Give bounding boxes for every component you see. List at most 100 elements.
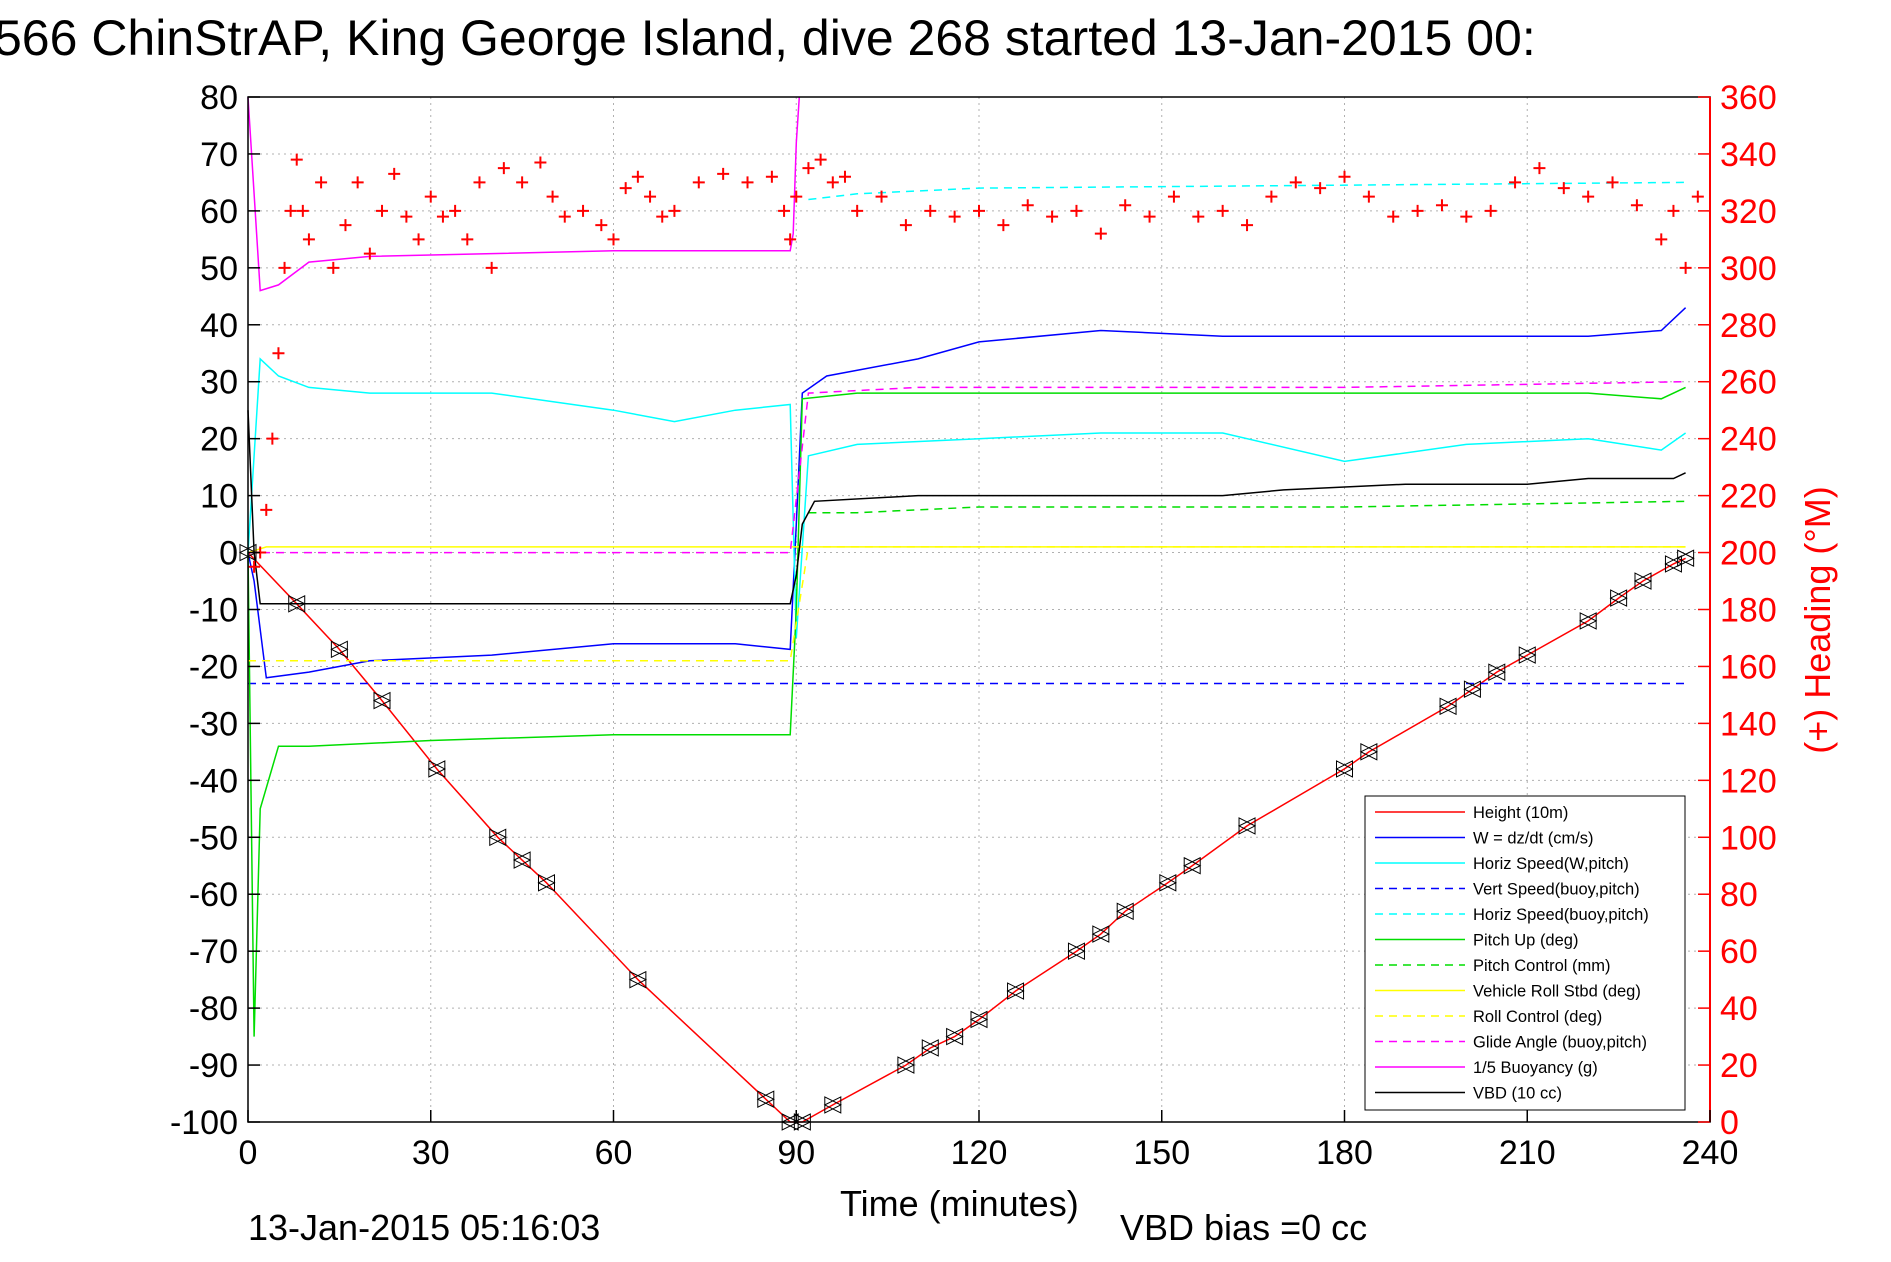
height-marker [1359,743,1378,761]
heading-point [449,204,462,217]
height-marker [921,1039,940,1057]
legend-label: Horiz Speed(buoy,pitch) [1473,906,1649,924]
heading-point [1289,176,1302,189]
x-tick-label: 90 [777,1134,815,1172]
y-tick-label: -20 [189,648,238,686]
y-tick-label: -70 [189,933,238,971]
heading-point [851,204,864,217]
heading-point [1143,210,1156,223]
y-tick-label: -50 [189,819,238,857]
y-tick-label: -60 [189,876,238,914]
legend-label: Pitch Control (mm) [1473,957,1611,975]
series-w-dz-dt-cm-s [247,307,1687,679]
heading-point [376,204,389,217]
height-marker [488,828,507,847]
heading-point [266,432,279,445]
height-marker [330,640,349,659]
heading-point [948,210,961,223]
y-right-tick-label: 60 [1720,933,1758,971]
y-right-tick-label: 0 [1720,1104,1739,1142]
height-marker [287,594,306,613]
legend-label: 1/5 Buoyancy (g) [1473,1059,1598,1077]
footer-note: VBD bias =0 cc [1120,1207,1367,1248]
y-tick-label: -40 [189,762,238,800]
y-tick-label: 30 [200,364,238,402]
heading-point [577,204,590,217]
heading-point [278,261,291,274]
height-marker [1006,982,1025,1000]
heading-point [1046,210,1059,223]
heading-point [290,153,303,166]
heading-point [546,190,559,203]
series-horiz-speed-w-pitch [247,357,1687,639]
series-layer [238,96,1704,1131]
height-marker [1067,942,1086,960]
y-right-tick-label: 280 [1720,307,1777,345]
heading-point [1533,162,1546,175]
x-tick-label: 150 [1133,1134,1190,1172]
y-tick-label: 50 [200,250,238,288]
y-tick-label: -90 [189,1047,238,1085]
heading-point [1435,199,1448,212]
legend-label: Vehicle Roll Stbd (deg) [1473,983,1641,1001]
legend-label: Horiz Speed(W,pitch) [1473,855,1629,873]
heading-point [1338,170,1351,183]
height-marker [537,874,556,892]
heading-point [1241,219,1254,232]
legend-box [1364,795,1686,1111]
height-marker [1335,760,1354,778]
heading-point [1691,190,1704,203]
y-right-tick-label: 220 [1720,478,1777,516]
heading-point [351,176,364,189]
heading-point [558,210,571,223]
legend-label: Height (10m) [1473,804,1568,822]
y-right-tick-label: 40 [1720,990,1758,1028]
height-marker [513,851,532,869]
series-glide-angle-buoy-pitch [248,380,1686,554]
heading-point [424,190,437,203]
heading-point [1509,176,1522,189]
height-marker [896,1056,916,1074]
heading-point [534,156,547,169]
heading-point [400,210,413,223]
y-tick-label: 40 [200,307,238,345]
heading-point [461,233,474,246]
heading-point [784,233,797,246]
height-marker [1091,925,1110,943]
x-tick-label: 240 [1682,1134,1739,1172]
y-tick-label: 0 [219,535,238,573]
height-marker [628,970,647,989]
x-tick-label: 120 [951,1134,1008,1172]
x-tick-label: 210 [1499,1134,1556,1172]
heading-point [826,176,839,189]
axes: 80706050403020100-10-20-30-40-50-60-70-8… [170,79,1777,1172]
y-right-tick-label: 140 [1720,705,1777,743]
heading-point [248,560,261,573]
heading-point [595,219,608,232]
series-roll-control-deg [248,546,1686,662]
heading-point [1606,176,1619,189]
legend-label: W = dz/dt (cm/s) [1473,830,1594,848]
heading-point [1667,204,1680,217]
y-right-tick-label: 160 [1720,648,1777,686]
heading-point [765,170,778,183]
height-marker [1609,589,1628,607]
heading-point [1630,199,1643,212]
heading-point [899,219,912,232]
heading-point [302,233,315,246]
heading-point [473,176,486,189]
heading-point [260,503,273,516]
heading-point [1460,210,1473,223]
legend: Height (10m) W = dz/dt (cm/s) Horiz Speed(… [1364,795,1686,1111]
series-heading [248,153,1704,573]
height-marker [1237,817,1257,835]
y-right-tick-label: 360 [1720,79,1777,117]
heading-point [741,176,754,189]
heading-point [1582,190,1595,203]
heading-point [1314,182,1327,195]
heading-point [412,233,425,246]
height-marker [372,691,392,710]
heading-point [388,167,401,180]
heading-point [802,162,815,175]
y-right-tick-label: 20 [1720,1047,1758,1085]
